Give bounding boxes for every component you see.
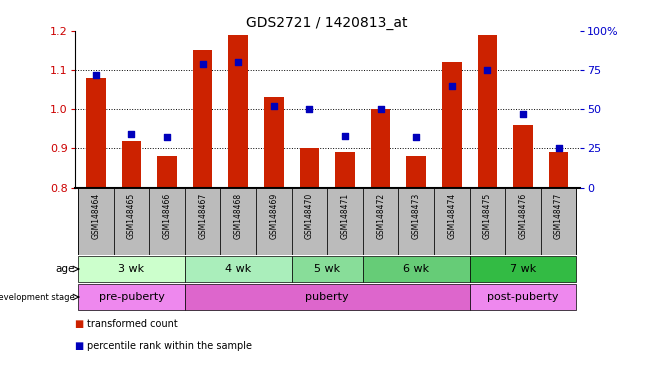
Bar — [363, 255, 470, 283]
Bar — [399, 188, 434, 255]
Bar — [256, 188, 292, 255]
Bar — [470, 283, 577, 311]
Bar — [193, 50, 213, 188]
Point — [91, 71, 101, 78]
Point — [126, 131, 137, 137]
Text: 5 wk: 5 wk — [314, 264, 340, 274]
Bar — [470, 255, 577, 283]
Bar — [185, 283, 470, 311]
Bar — [299, 149, 319, 188]
Text: GSM148464: GSM148464 — [91, 193, 100, 239]
Text: 7 wk: 7 wk — [510, 264, 536, 274]
Text: GSM148469: GSM148469 — [270, 193, 279, 239]
Bar — [185, 188, 220, 255]
Bar — [264, 98, 284, 188]
Point — [375, 106, 386, 112]
Title: GDS2721 / 1420813_at: GDS2721 / 1420813_at — [246, 16, 408, 30]
Point — [198, 61, 208, 67]
Text: 4 wk: 4 wk — [225, 264, 251, 274]
Bar — [220, 188, 256, 255]
Text: puberty: puberty — [305, 292, 349, 302]
Bar — [78, 188, 113, 255]
Bar — [292, 188, 327, 255]
Bar — [470, 188, 505, 255]
Text: GSM148470: GSM148470 — [305, 193, 314, 239]
Text: post-puberty: post-puberty — [487, 292, 559, 302]
Text: ■: ■ — [75, 319, 84, 329]
Text: ■: ■ — [75, 341, 84, 351]
Text: GSM148465: GSM148465 — [127, 193, 136, 239]
Point — [162, 134, 172, 141]
Text: GSM148467: GSM148467 — [198, 193, 207, 239]
Bar — [122, 141, 141, 188]
Point — [233, 59, 244, 65]
Point — [269, 103, 279, 109]
Bar — [78, 283, 185, 311]
Bar — [113, 188, 149, 255]
Text: GSM148466: GSM148466 — [163, 193, 172, 239]
Bar — [229, 35, 248, 188]
Point — [446, 83, 457, 89]
Text: GSM148468: GSM148468 — [234, 193, 243, 239]
Text: GSM148473: GSM148473 — [411, 193, 421, 239]
Point — [340, 133, 350, 139]
Text: age: age — [56, 264, 75, 274]
Bar — [513, 125, 533, 188]
Point — [305, 106, 315, 112]
Bar — [292, 255, 363, 283]
Bar — [549, 152, 568, 188]
Text: transformed count: transformed count — [87, 319, 178, 329]
Bar — [327, 188, 363, 255]
Point — [518, 111, 528, 117]
Text: GSM148472: GSM148472 — [376, 193, 385, 239]
Bar — [363, 188, 399, 255]
Bar — [442, 62, 461, 188]
Bar — [434, 188, 470, 255]
Text: GSM148476: GSM148476 — [518, 193, 527, 239]
Bar — [185, 255, 292, 283]
Bar — [78, 255, 185, 283]
Bar — [149, 188, 185, 255]
Bar — [406, 156, 426, 188]
Text: 6 wk: 6 wk — [403, 264, 429, 274]
Point — [553, 146, 564, 152]
Text: GSM148475: GSM148475 — [483, 193, 492, 239]
Bar — [541, 188, 577, 255]
Text: 3 wk: 3 wk — [119, 264, 145, 274]
Bar — [478, 35, 497, 188]
Point — [482, 67, 492, 73]
Bar — [335, 152, 355, 188]
Text: GSM148474: GSM148474 — [447, 193, 456, 239]
Text: GSM148471: GSM148471 — [341, 193, 349, 239]
Bar — [157, 156, 177, 188]
Bar — [371, 109, 391, 188]
Text: development stage: development stage — [0, 293, 75, 301]
Text: pre-puberty: pre-puberty — [98, 292, 165, 302]
Bar — [86, 78, 106, 188]
Bar — [505, 188, 541, 255]
Text: GSM148477: GSM148477 — [554, 193, 563, 239]
Point — [411, 134, 421, 141]
Text: percentile rank within the sample: percentile rank within the sample — [87, 341, 253, 351]
